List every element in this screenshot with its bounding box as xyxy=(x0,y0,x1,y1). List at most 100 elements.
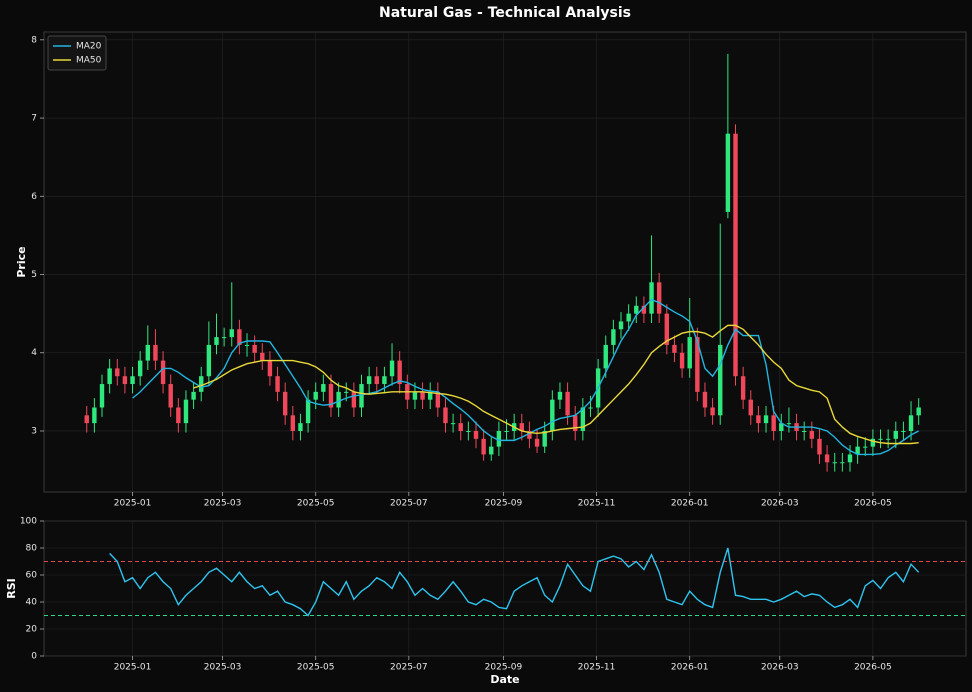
candle-body xyxy=(107,368,112,385)
candle-body xyxy=(573,415,578,431)
candle-body xyxy=(206,344,212,377)
candle-body xyxy=(313,391,318,400)
candle-body xyxy=(183,399,189,424)
candle-body xyxy=(176,407,181,424)
candle-body xyxy=(550,399,555,431)
x-tick-label: 2026-01 xyxy=(671,663,709,673)
y-tick-label: 3 xyxy=(31,426,37,436)
candle-body xyxy=(878,438,883,440)
candle-body xyxy=(504,430,509,432)
x-tick-label: 2026-03 xyxy=(761,499,799,509)
candle-body xyxy=(267,360,273,377)
candle-body xyxy=(191,391,196,400)
chart-title: Natural Gas - Technical Analysis xyxy=(379,5,631,21)
y-tick-label: 80 xyxy=(26,544,38,554)
y-tick-label: 4 xyxy=(31,348,37,358)
x-tick-label: 2025-11 xyxy=(578,499,616,509)
candle-body xyxy=(389,360,395,377)
candle-body xyxy=(344,391,349,393)
candle-body xyxy=(809,430,815,439)
candle-body xyxy=(527,430,532,439)
candle-body xyxy=(168,384,173,408)
y-tick-label: 20 xyxy=(26,625,38,635)
candle-body xyxy=(710,407,715,416)
candle-body xyxy=(855,446,860,455)
candle-body xyxy=(237,329,242,345)
candle-body xyxy=(824,454,830,463)
candle-body xyxy=(588,407,593,409)
candle-body xyxy=(214,337,219,345)
candle-body xyxy=(687,337,692,369)
candle-body xyxy=(412,391,418,400)
series-line xyxy=(109,547,920,617)
x-tick-label: 2025-01 xyxy=(114,663,152,673)
candle-body xyxy=(603,344,608,369)
x-tick-label: 2025-07 xyxy=(390,663,428,673)
candle-body xyxy=(99,384,105,408)
x-axis-label: Date xyxy=(490,673,519,686)
x-tick-label: 2026-05 xyxy=(854,663,892,673)
candle-body xyxy=(481,438,486,455)
y-tick-label: 8 xyxy=(31,35,37,45)
candle-body xyxy=(466,430,471,432)
candle-body xyxy=(519,423,524,431)
candle-body xyxy=(748,399,753,416)
candle-body xyxy=(542,430,547,447)
candle-body xyxy=(122,376,128,385)
candle-body xyxy=(679,352,685,369)
x-tick-label: 2025-09 xyxy=(485,499,523,509)
candle-body xyxy=(428,391,433,400)
y-axis-label: Price xyxy=(15,246,28,277)
candle-body xyxy=(321,384,326,392)
legend-label: MA20 xyxy=(76,42,102,52)
x-tick-label: 2025-01 xyxy=(114,499,152,509)
candle-body xyxy=(763,415,769,424)
candle-body xyxy=(847,454,853,463)
candle-body xyxy=(672,344,677,353)
candle-body xyxy=(275,376,280,392)
candle-body xyxy=(221,337,227,339)
series-line xyxy=(132,298,919,456)
candle-body xyxy=(832,462,837,464)
x-tick-label: 2026-03 xyxy=(761,663,799,673)
candle-body xyxy=(244,344,250,346)
x-tick-label: 2025-05 xyxy=(297,663,335,673)
y-tick-label: 0 xyxy=(31,652,37,662)
candle-body xyxy=(366,376,372,385)
candle-body xyxy=(290,415,296,431)
candle-body xyxy=(801,430,807,432)
candle-body xyxy=(305,399,311,424)
candle-body xyxy=(435,391,441,408)
candle-body xyxy=(901,430,906,432)
candle-body xyxy=(656,282,662,314)
candle-body xyxy=(740,376,746,400)
candle-body xyxy=(92,407,97,424)
candle-body xyxy=(160,360,166,385)
x-tick-label: 2025-09 xyxy=(485,663,523,673)
candle-body xyxy=(840,462,845,464)
candle-body xyxy=(374,376,379,385)
candle-body xyxy=(618,321,624,330)
y-tick-label: 100 xyxy=(20,517,37,527)
candle-body xyxy=(756,415,761,424)
candle-body xyxy=(397,360,402,385)
candle-body xyxy=(580,407,586,431)
candle-body xyxy=(328,384,334,408)
candle-body xyxy=(382,376,387,385)
x-tick-label: 2025-07 xyxy=(390,499,428,509)
candle-body xyxy=(420,391,425,400)
candle-body xyxy=(351,391,357,408)
y-tick-label: 5 xyxy=(31,270,37,280)
candle-body xyxy=(725,133,731,212)
plot-area xyxy=(43,520,967,657)
candle-body xyxy=(641,305,647,314)
candle-body xyxy=(626,313,631,322)
candle-body xyxy=(450,423,456,425)
candle-body xyxy=(153,344,158,361)
candle-body xyxy=(908,415,914,431)
candle-body xyxy=(496,430,502,447)
candle-body xyxy=(282,391,288,416)
candle-body xyxy=(359,384,364,408)
